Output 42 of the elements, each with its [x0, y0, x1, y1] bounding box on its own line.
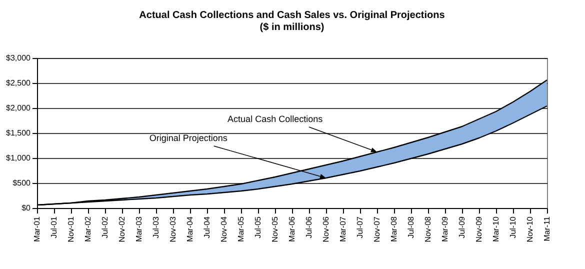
x-tick-label: Jul-06 [304, 216, 314, 238]
x-tick-label: Mar-02 [84, 216, 92, 242]
x-tick-label: Nov-09 [474, 216, 484, 242]
annotation: Actual Cash Collections [228, 114, 324, 124]
y-tick-label: $1,000 [6, 154, 32, 162]
x-tick-label: Jul-07 [356, 216, 364, 238]
x-tick-label: Jul-10 [508, 216, 518, 238]
x-tick-label: Nov-03 [168, 216, 178, 242]
x-tick-label: Jul-09 [458, 216, 466, 238]
chart-subtitle: ($ in millions) [260, 22, 324, 33]
x-tick-label: Jul-04 [202, 216, 212, 238]
x-tick-label: Nov-04 [220, 216, 228, 242]
y-tick-label: $2,500 [6, 78, 32, 88]
y-tick-label: $2,000 [6, 104, 32, 112]
x-tick-label: Mar-07 [338, 216, 348, 242]
x-tick-label: Mar-01 [32, 216, 42, 242]
x-tick-label: Jul-05 [254, 216, 262, 238]
x-tick-label: Mar-10 [492, 216, 500, 242]
x-tick-label: Mar-03 [134, 216, 144, 242]
y-tick-label: $0 [22, 204, 32, 212]
x-tick-label: Jul-08 [406, 216, 416, 238]
x-tick-label: Mar-05 [236, 216, 246, 242]
x-tick-label: Nov-01 [66, 216, 76, 242]
x-tick-label: Mar-11 [542, 216, 552, 242]
y-tick-label: $1,500 [6, 128, 32, 138]
x-tick-label: Nov-08 [424, 216, 432, 242]
x-tick-label: Nov-07 [372, 216, 382, 242]
x-tick-label: Mar-04 [186, 216, 194, 242]
x-tick-label: Nov-10 [526, 216, 534, 242]
x-tick-label: Mar-06 [288, 216, 296, 242]
chart-title: Actual Cash Collections and Cash Sales vs. Original Projections [139, 10, 446, 21]
annotation: Original Projections [149, 133, 228, 143]
x-tick-label: Mar-09 [440, 216, 450, 242]
x-tick-label: Mar-08 [390, 216, 398, 242]
x-tick-label: Nov-05 [270, 216, 280, 242]
x-tick-label: Nov-02 [118, 216, 126, 242]
y-tick-label: $3,000 [6, 54, 32, 62]
x-tick-label: Jul-01 [50, 216, 58, 238]
x-tick-label: Jul-02 [100, 216, 110, 238]
y-tick-label: $500 [12, 178, 32, 188]
x-tick-label: Jul-03 [152, 216, 160, 238]
x-tick-label: Nov-06 [322, 216, 330, 242]
